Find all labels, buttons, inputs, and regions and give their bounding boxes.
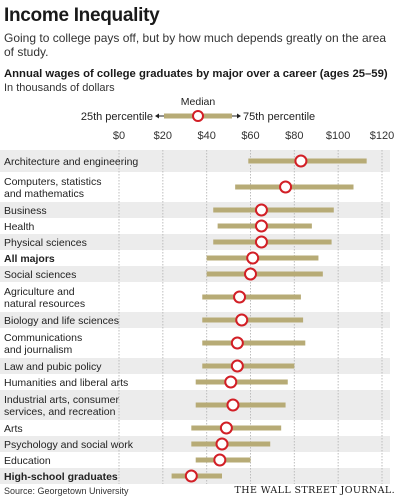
category-label: Social sciences — [4, 269, 76, 281]
category-label: Humanities and liberal arts — [4, 377, 128, 389]
median-marker — [294, 154, 308, 168]
legend-median-marker — [192, 110, 204, 122]
legend-median-label: Median — [181, 96, 216, 108]
row-band — [0, 150, 390, 172]
x-tick-label: $40 — [197, 130, 215, 142]
median-marker — [235, 313, 249, 327]
category-label: Business — [4, 205, 47, 217]
category-label: High-school graduates — [4, 471, 118, 483]
category-label: Psychology and social work — [4, 439, 134, 451]
median-marker — [246, 251, 260, 265]
row-band — [0, 390, 390, 420]
category-label: Law and pubic policy — [4, 361, 102, 373]
median-marker — [226, 398, 240, 412]
x-tick-label: $120 — [370, 130, 394, 142]
category-label: All majors — [4, 253, 55, 265]
row-band — [0, 234, 390, 250]
publisher-logo: THE WALL STREET JOURNAL. — [234, 485, 395, 496]
category-label: Architecture and engineering — [4, 156, 138, 168]
x-tick-label: $20 — [154, 130, 172, 142]
median-marker — [279, 180, 293, 194]
median-marker — [244, 267, 257, 281]
category-label: Computers, statistics — [4, 176, 101, 188]
legend-high-arrow-icon — [237, 113, 241, 119]
chart-subtitle: Annual wages of college graduates by maj… — [4, 68, 388, 80]
category-label: services, and recreation — [4, 406, 116, 418]
category-label: Physical sciences — [4, 237, 87, 249]
category-label: and mathematics — [4, 188, 84, 200]
median-marker — [254, 235, 268, 249]
median-marker — [233, 290, 247, 304]
chart-unit-note: In thousands of dollars — [4, 82, 115, 94]
category-label: Industrial arts, consumer — [4, 394, 119, 406]
median-marker — [184, 469, 198, 483]
category-label: Arts — [4, 423, 23, 435]
x-tick-label: $80 — [285, 130, 303, 142]
median-marker — [254, 219, 268, 233]
category-label: Agriculture and — [4, 286, 75, 298]
row-band — [0, 312, 390, 328]
source-note: Source: Georgetown University — [4, 486, 129, 496]
category-label: and journalism — [4, 344, 73, 356]
median-marker — [254, 203, 268, 217]
category-label: Education — [4, 455, 51, 467]
median-marker — [219, 421, 233, 435]
legend-low-arrow-icon — [155, 113, 159, 119]
x-tick-label: $100 — [326, 130, 350, 142]
median-marker — [215, 437, 229, 451]
legend-low-label: 25th percentile — [81, 111, 153, 123]
x-tick-label: $0 — [113, 130, 125, 142]
row-band — [0, 358, 390, 374]
x-tick-label: $60 — [241, 130, 259, 142]
row-band — [0, 266, 390, 282]
category-label: Health — [4, 221, 35, 233]
median-marker — [230, 336, 244, 350]
median-marker — [224, 375, 238, 389]
median-marker — [213, 453, 227, 467]
chart-title: Income Inequality — [4, 5, 160, 26]
category-label: natural resources — [4, 298, 85, 310]
median-marker — [230, 359, 244, 373]
category-label: Communications — [4, 332, 82, 344]
category-label: Biology and life sciences — [4, 315, 119, 327]
chart-deck: Going to college pays off, but by how mu… — [4, 31, 387, 59]
legend-high-label: 75th percentile — [243, 111, 315, 123]
row-band — [0, 202, 390, 218]
